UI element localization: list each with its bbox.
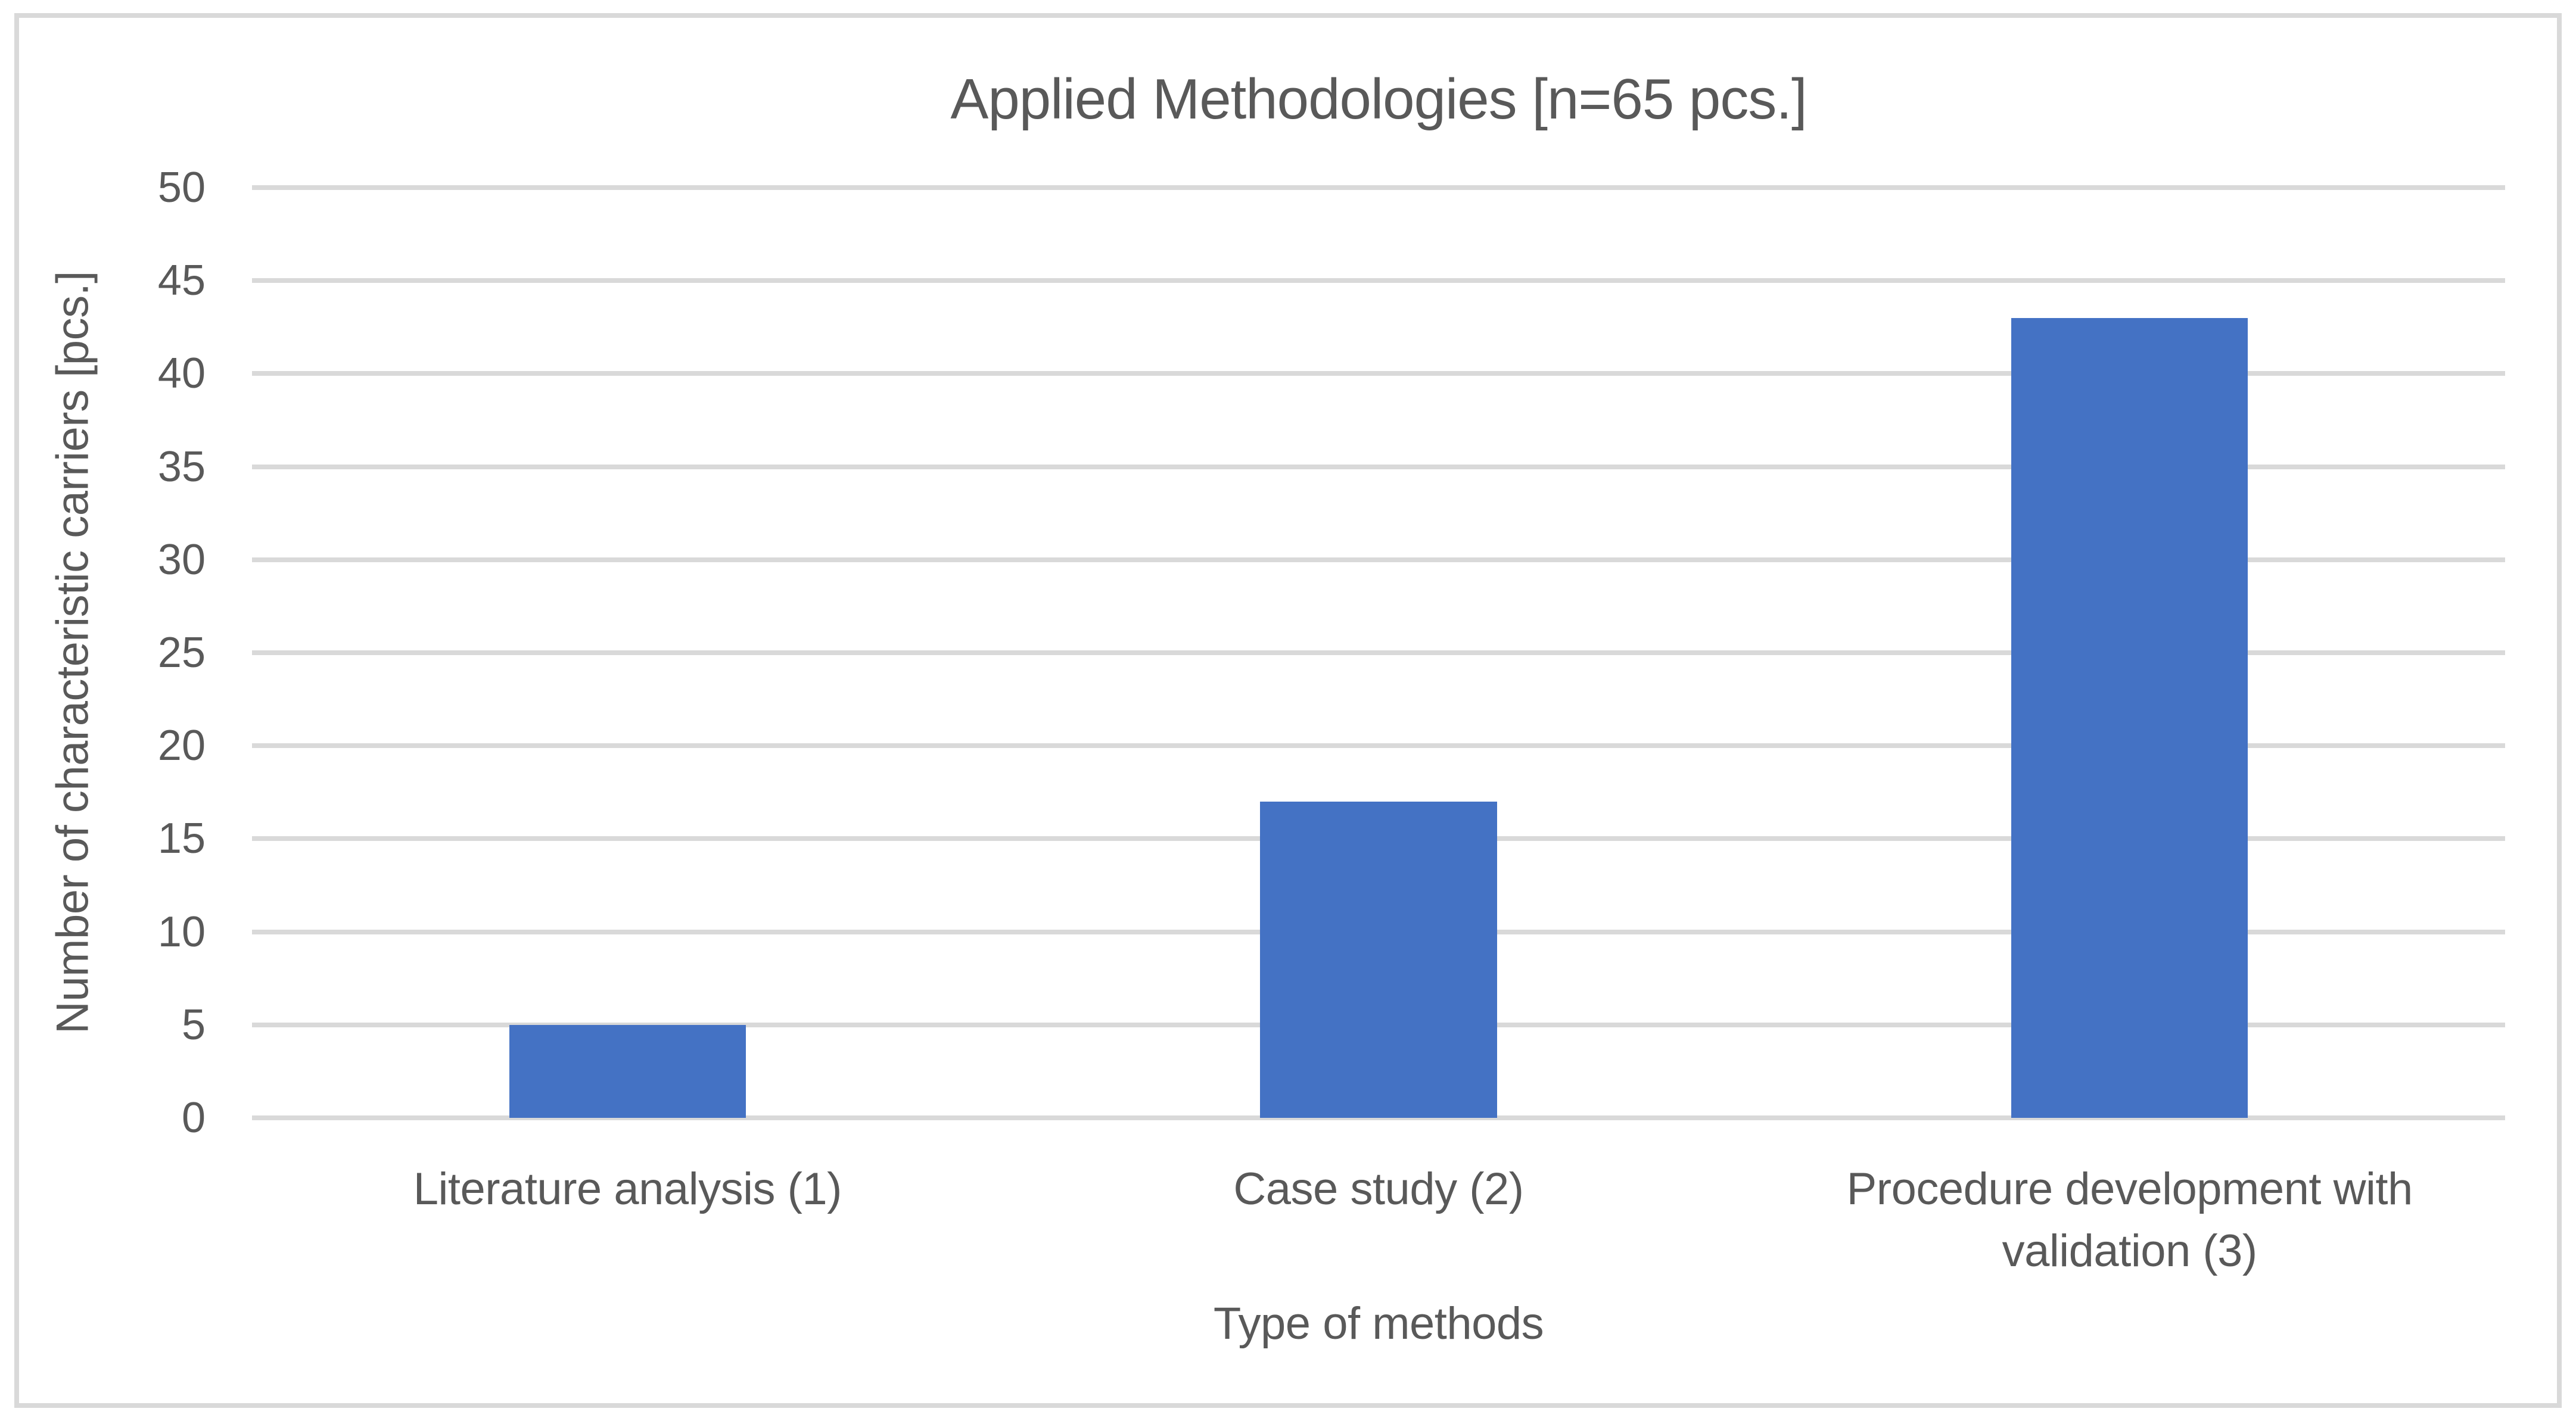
y-tick-label: 5 <box>181 1001 206 1049</box>
y-tick-label: 15 <box>157 815 206 863</box>
y-tick-label: 20 <box>157 722 206 770</box>
y-tick-label: 50 <box>157 164 206 211</box>
x-category-label: Case study (2) <box>1233 1164 1524 1214</box>
y-tick-label: 10 <box>157 908 206 956</box>
bar-2 <box>1260 801 1497 1118</box>
x-category-label: Literature analysis (1) <box>413 1164 842 1214</box>
chart-border <box>14 13 2562 1408</box>
gridline <box>252 371 2505 376</box>
y-tick-label: 35 <box>157 442 206 491</box>
gridline <box>252 743 2505 749</box>
gridline <box>252 557 2505 562</box>
bar-3 <box>2011 317 2248 1118</box>
y-axis-tick-labels: 0 5 10 15 20 25 30 35 40 45 50 <box>0 166 206 1139</box>
chart-title: Applied Methodologies [n=65 pcs.] <box>950 67 1807 131</box>
x-axis-title: Type of methods <box>1213 1298 1544 1349</box>
bar-1 <box>509 1024 746 1118</box>
y-tick-label: 25 <box>157 629 206 677</box>
gridline <box>252 464 2505 469</box>
gridline <box>252 185 2505 190</box>
y-tick-label: 30 <box>157 535 206 584</box>
x-axis-category-labels: Literature analysis (1) Case study (2) Pro… <box>252 1158 2505 1282</box>
y-tick-label: 45 <box>157 257 206 305</box>
gridline <box>252 278 2505 283</box>
x-category-label: Procedure development with validation (3… <box>1846 1164 2413 1276</box>
gridline <box>252 650 2505 655</box>
y-tick-label: 0 <box>181 1094 206 1142</box>
gridline <box>252 1115 2505 1120</box>
y-tick-label: 40 <box>157 350 206 398</box>
plot-area <box>252 185 2505 1120</box>
